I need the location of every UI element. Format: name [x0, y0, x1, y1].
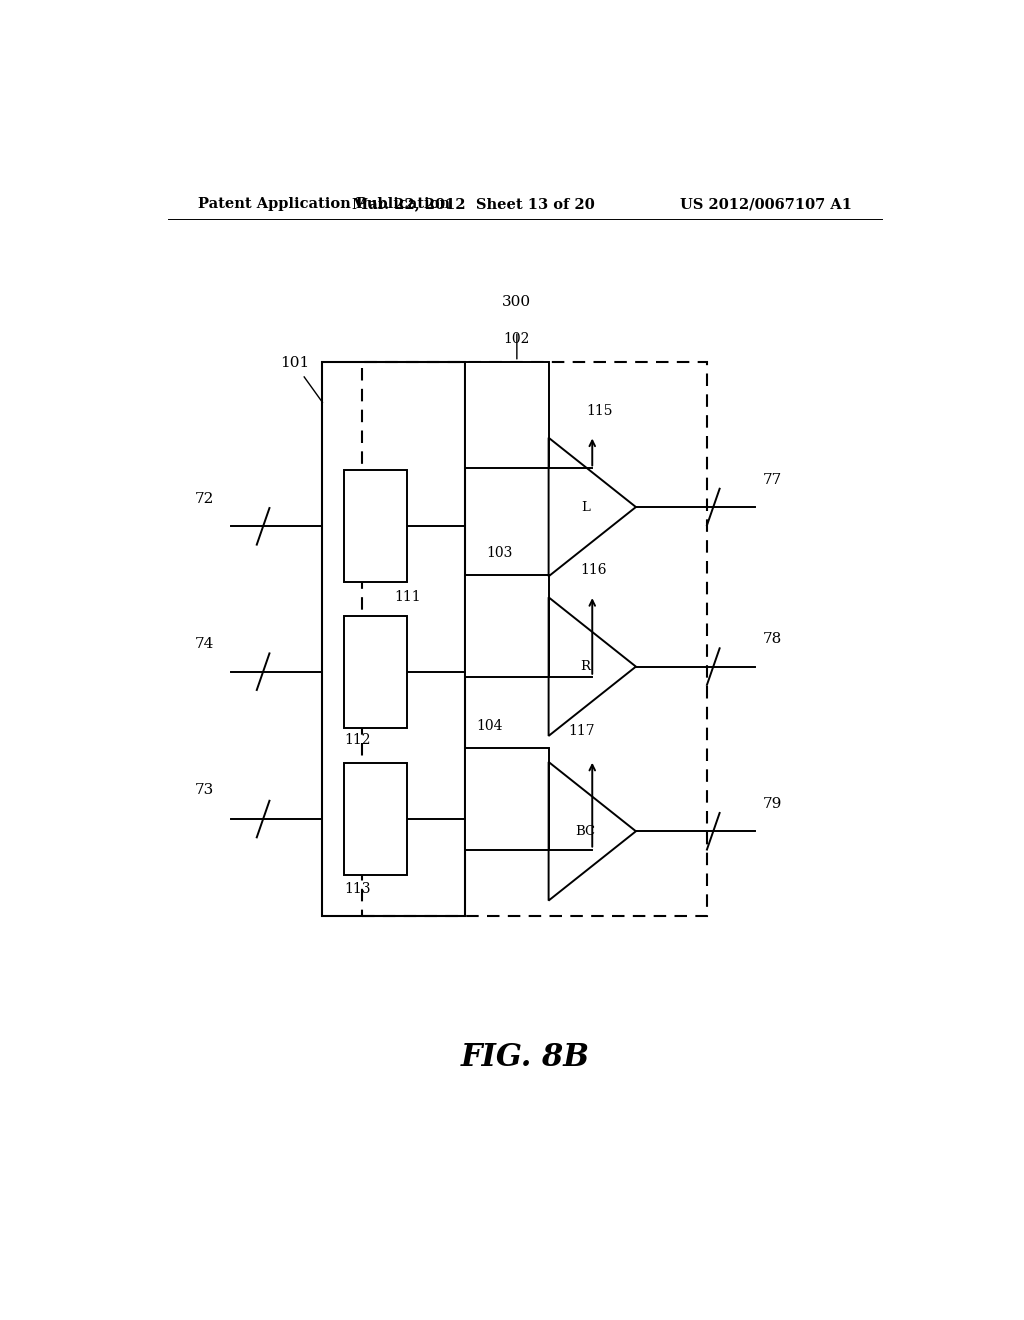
Bar [344, 615, 408, 727]
Text: 112: 112 [344, 733, 371, 747]
Bar [465, 748, 549, 850]
Text: L: L [581, 500, 590, 513]
Bar [465, 362, 549, 469]
Text: 113: 113 [344, 882, 371, 896]
Text: 72: 72 [195, 492, 214, 506]
Text: 101: 101 [281, 356, 309, 370]
Text: 103: 103 [486, 546, 513, 560]
Text: 73: 73 [195, 783, 214, 797]
Bar [344, 470, 408, 582]
Text: 77: 77 [763, 473, 782, 487]
Text: Mar. 22, 2012  Sheet 13 of 20: Mar. 22, 2012 Sheet 13 of 20 [352, 197, 595, 211]
Text: 117: 117 [568, 723, 595, 738]
Bar [465, 576, 549, 677]
Text: US 2012/0067107 A1: US 2012/0067107 A1 [680, 197, 852, 211]
Text: 79: 79 [763, 797, 782, 810]
Text: BC: BC [575, 825, 595, 838]
Text: 116: 116 [581, 564, 607, 577]
Text: 78: 78 [763, 632, 782, 647]
Text: 115: 115 [587, 404, 613, 417]
Text: Patent Application Publication: Patent Application Publication [198, 197, 450, 211]
Text: 104: 104 [476, 718, 503, 733]
Text: FIG. 8B: FIG. 8B [461, 1043, 589, 1073]
Bar [344, 763, 408, 875]
Bar [323, 362, 465, 916]
Text: 300: 300 [503, 294, 531, 309]
Bar [362, 362, 708, 916]
Text: R: R [581, 660, 590, 673]
Text: 74: 74 [195, 638, 214, 651]
Text: 102: 102 [504, 333, 530, 346]
Text: 111: 111 [394, 590, 421, 605]
